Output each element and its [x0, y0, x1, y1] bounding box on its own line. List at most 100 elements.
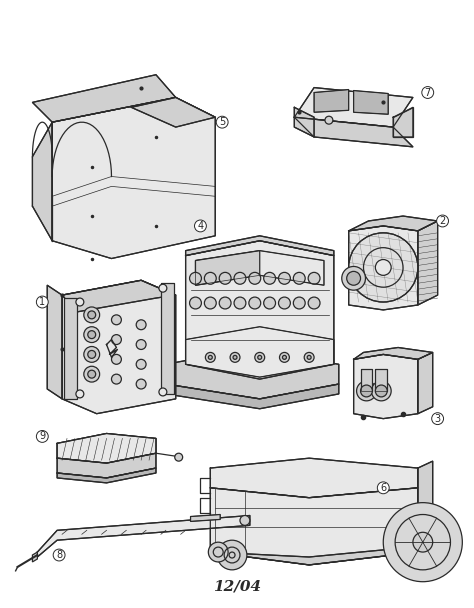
Circle shape [76, 298, 84, 306]
Circle shape [293, 297, 305, 309]
Circle shape [308, 297, 320, 309]
Polygon shape [361, 369, 373, 391]
Circle shape [204, 297, 216, 309]
Polygon shape [294, 108, 314, 137]
Circle shape [349, 233, 418, 302]
Polygon shape [294, 117, 413, 147]
Circle shape [307, 356, 311, 359]
Polygon shape [210, 458, 418, 498]
Circle shape [205, 353, 215, 362]
Polygon shape [314, 89, 349, 112]
Polygon shape [57, 434, 156, 463]
Polygon shape [186, 236, 334, 255]
Circle shape [111, 374, 121, 384]
Polygon shape [32, 75, 176, 122]
Polygon shape [393, 108, 413, 137]
Circle shape [190, 272, 201, 284]
Polygon shape [186, 241, 334, 379]
Circle shape [159, 284, 167, 292]
Circle shape [217, 540, 247, 570]
Polygon shape [375, 369, 387, 391]
Circle shape [136, 359, 146, 369]
Polygon shape [52, 97, 215, 258]
Circle shape [308, 272, 320, 284]
Polygon shape [166, 350, 339, 399]
Text: 6: 6 [380, 483, 386, 493]
Circle shape [111, 354, 121, 364]
Circle shape [279, 272, 291, 284]
Polygon shape [418, 221, 438, 305]
Polygon shape [62, 280, 176, 413]
Circle shape [88, 350, 96, 358]
Circle shape [234, 272, 246, 284]
Circle shape [372, 381, 391, 401]
Polygon shape [37, 516, 250, 557]
Circle shape [136, 320, 146, 330]
Text: 7: 7 [425, 88, 431, 97]
Circle shape [216, 116, 228, 128]
Circle shape [84, 307, 100, 323]
Polygon shape [210, 488, 418, 565]
Circle shape [255, 353, 264, 362]
Polygon shape [294, 88, 413, 127]
Circle shape [159, 388, 167, 396]
Circle shape [240, 516, 250, 525]
Circle shape [413, 532, 433, 552]
Circle shape [432, 413, 444, 424]
Circle shape [375, 385, 387, 397]
Circle shape [234, 297, 246, 309]
Circle shape [136, 340, 146, 350]
Circle shape [383, 503, 462, 582]
Polygon shape [57, 468, 156, 483]
Circle shape [36, 430, 48, 443]
Polygon shape [47, 285, 62, 399]
Polygon shape [354, 348, 433, 359]
Circle shape [175, 453, 182, 461]
Circle shape [264, 297, 275, 309]
Circle shape [437, 215, 448, 227]
Polygon shape [195, 250, 260, 285]
Circle shape [356, 381, 376, 401]
Polygon shape [191, 514, 220, 522]
Polygon shape [131, 97, 215, 127]
Circle shape [283, 356, 286, 359]
Polygon shape [62, 280, 176, 312]
Circle shape [229, 552, 235, 558]
Circle shape [346, 271, 361, 285]
Polygon shape [354, 91, 388, 114]
Polygon shape [349, 226, 418, 310]
Circle shape [304, 353, 314, 362]
Circle shape [264, 272, 275, 284]
Text: 2: 2 [439, 216, 446, 226]
Circle shape [209, 356, 212, 359]
Circle shape [219, 272, 231, 284]
Text: 8: 8 [56, 550, 62, 560]
Text: 12/04: 12/04 [213, 579, 261, 593]
Circle shape [88, 331, 96, 339]
Polygon shape [186, 326, 334, 377]
Circle shape [325, 116, 333, 124]
Text: 9: 9 [39, 432, 46, 441]
Text: 1: 1 [39, 297, 46, 307]
Circle shape [190, 297, 201, 309]
Text: 5: 5 [219, 117, 225, 127]
Circle shape [204, 272, 216, 284]
Circle shape [422, 86, 434, 98]
Polygon shape [64, 298, 77, 399]
Polygon shape [354, 354, 418, 419]
Circle shape [230, 353, 240, 362]
Polygon shape [161, 283, 174, 394]
Polygon shape [210, 545, 433, 565]
Circle shape [233, 356, 237, 359]
Circle shape [194, 220, 206, 232]
Circle shape [375, 260, 391, 275]
Circle shape [342, 266, 365, 290]
Circle shape [136, 379, 146, 389]
Circle shape [84, 326, 100, 342]
Circle shape [53, 549, 65, 561]
Polygon shape [418, 461, 433, 552]
Text: 4: 4 [197, 221, 203, 231]
Circle shape [249, 272, 261, 284]
Circle shape [36, 296, 48, 308]
Circle shape [111, 315, 121, 325]
